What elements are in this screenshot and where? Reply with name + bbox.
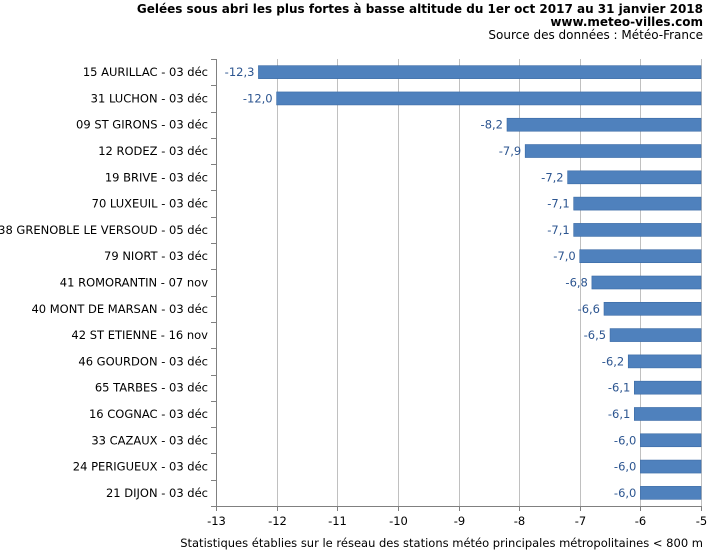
x-tick-label: -12 bbox=[268, 514, 287, 528]
bar bbox=[276, 91, 702, 106]
data-label: -7,1 bbox=[547, 223, 569, 237]
x-tick-label: -11 bbox=[328, 514, 347, 528]
data-label: -7,1 bbox=[547, 197, 569, 211]
data-label: -7,9 bbox=[499, 144, 521, 158]
bar bbox=[609, 328, 702, 342]
bar bbox=[573, 223, 702, 237]
category-label: 79 NIORT - 03 déc bbox=[104, 249, 208, 263]
x-tick-label: -7 bbox=[575, 514, 586, 528]
data-label: -6,0 bbox=[614, 486, 636, 500]
site-url: www.meteo-villes.com bbox=[550, 15, 703, 29]
category-label: 70 LUXEUIL - 03 déc bbox=[92, 197, 208, 211]
data-label: -6,6 bbox=[578, 302, 600, 316]
data-label: -6,5 bbox=[584, 328, 606, 342]
data-label: -6,1 bbox=[608, 381, 630, 395]
category-label: 33 CAZAUX - 03 déc bbox=[91, 433, 208, 447]
category-label: 40 MONT DE MARSAN - 03 déc bbox=[31, 302, 208, 316]
data-label: -8,2 bbox=[481, 118, 503, 132]
category-label: 15 AURILLAC - 03 déc bbox=[83, 65, 208, 79]
data-label: -6,1 bbox=[608, 407, 630, 421]
bar bbox=[640, 433, 702, 448]
data-label: -6,8 bbox=[565, 276, 587, 290]
footer-note: Statistiques établies sur le réseau des … bbox=[180, 536, 703, 550]
bar bbox=[640, 459, 702, 474]
category-label: 09 ST GIRONS - 03 déc bbox=[76, 118, 208, 132]
bar bbox=[640, 486, 702, 500]
bar bbox=[634, 407, 702, 421]
bar bbox=[579, 249, 702, 264]
category-label: 16 COGNAC - 03 déc bbox=[89, 407, 208, 421]
x-tick-label: -8 bbox=[514, 514, 525, 528]
category-label: 38 GRENOBLE LE VERSOUD - 05 déc bbox=[0, 223, 208, 237]
category-label: 21 DIJON - 03 déc bbox=[106, 486, 208, 500]
bar bbox=[591, 275, 702, 290]
category-label: 12 RODEZ - 03 déc bbox=[98, 144, 208, 158]
x-tick-label: -10 bbox=[389, 514, 408, 528]
bar bbox=[258, 65, 702, 79]
category-label: 41 ROMORANTIN - 07 nov bbox=[60, 276, 208, 290]
data-label: -7,2 bbox=[541, 170, 563, 184]
data-label: -6,2 bbox=[602, 354, 624, 368]
category-label: 46 GOURDON - 03 déc bbox=[78, 354, 208, 368]
bar bbox=[603, 301, 702, 316]
category-label: 31 LUCHON - 03 déc bbox=[91, 91, 208, 105]
x-tick-label: -13 bbox=[207, 514, 226, 528]
bar bbox=[573, 196, 702, 211]
x-tick-label: -9 bbox=[454, 514, 465, 528]
category-label: 42 ST ETIENNE - 16 nov bbox=[71, 328, 208, 342]
data-label: -12,0 bbox=[243, 91, 273, 105]
bar bbox=[567, 170, 702, 185]
x-tick-label: -5 bbox=[696, 514, 707, 528]
bar bbox=[524, 144, 702, 158]
chart-title: Gelées sous abri les plus fortes à basse… bbox=[136, 2, 703, 16]
data-label: -12,3 bbox=[225, 65, 255, 79]
category-label: 65 TARBES - 03 déc bbox=[95, 381, 208, 395]
bar bbox=[506, 117, 702, 132]
data-label: -6,0 bbox=[614, 460, 636, 474]
bar bbox=[634, 380, 702, 395]
data-label: -7,0 bbox=[553, 249, 575, 263]
x-tick-label: -6 bbox=[635, 514, 646, 528]
category-label: 24 PERIGUEUX - 03 déc bbox=[73, 460, 208, 474]
data-label: -6,0 bbox=[614, 433, 636, 447]
data-source: Source des données : Météo-France bbox=[488, 28, 703, 42]
category-label: 19 BRIVE - 03 déc bbox=[105, 170, 208, 184]
bar bbox=[627, 354, 702, 369]
